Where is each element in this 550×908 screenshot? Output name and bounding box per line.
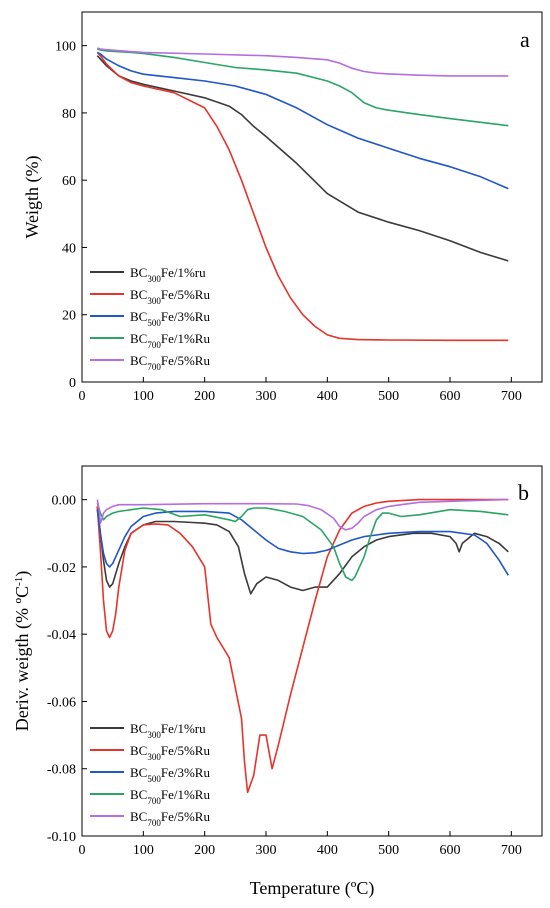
panel-label-b: b: [518, 480, 529, 505]
legend-label: BC300Fe/1%ru: [130, 265, 206, 284]
series-line: [96, 498, 509, 794]
series-line: [97, 48, 509, 127]
x-tick-label: 200: [194, 389, 215, 404]
y-tick-label: -0.02: [47, 561, 76, 576]
panel-label-a: a: [520, 27, 530, 52]
series-line: [96, 55, 509, 262]
legend-label: BC700Fe/5%Ru: [130, 809, 210, 828]
x-tick-label: 100: [133, 389, 154, 404]
y-tick-label: -0.10: [47, 830, 76, 845]
legend-label: BC300Fe/5%Ru: [130, 743, 210, 762]
series-lines-a: [96, 47, 509, 342]
panel-b: 0 100 200 300 400 500 600 700 0.00 -0.02 -0.04 -0.0…: [12, 465, 543, 899]
y-tick-label: 80: [62, 107, 76, 122]
x-tick-label: 600: [440, 843, 461, 858]
series-lines-b: [96, 498, 509, 794]
x-tick-label: 600: [440, 389, 461, 404]
legend-label: BC300Fe/1%ru: [130, 721, 206, 740]
x-tick-label: 400: [317, 389, 338, 404]
x-tick-label: 100: [133, 843, 154, 858]
series-line: [96, 51, 509, 190]
series-line: [96, 502, 509, 582]
series-line: [97, 47, 509, 77]
plot-frame-b: [81, 465, 543, 837]
x-tick-label: 500: [378, 843, 399, 858]
panel-a: 0 100 200 300 400 500 600 700 0 20 40 60 80 100 BC300…: [22, 11, 543, 404]
y-tick-label: -0.08: [47, 763, 76, 778]
legend-label: BC700Fe/5%Ru: [130, 353, 210, 372]
legend-label: BC700Fe/1%Ru: [130, 787, 210, 806]
x-tick-label: 200: [194, 843, 215, 858]
series-line: [96, 506, 509, 595]
y-tick-label: 0.00: [52, 494, 77, 509]
x-tick-label: 500: [378, 389, 399, 404]
x-axis-title-b: Temperature (ºC): [250, 878, 375, 899]
legend-label: BC300Fe/5%Ru: [130, 287, 210, 306]
x-tick-label: 400: [317, 843, 338, 858]
x-tick-label: 0: [79, 389, 86, 404]
y-tick-label: 100: [55, 40, 76, 55]
axis-ticks-a: 0 100 200 300 400 500 600 700 0 20 40 60 80 100: [55, 40, 522, 404]
x-tick-label: 700: [501, 843, 522, 858]
series-line: [96, 509, 509, 576]
y-tick-label: -0.06: [47, 695, 76, 710]
y-tick-label: 0: [69, 376, 76, 391]
y-axis-title-a: Weigth (%): [22, 155, 43, 238]
y-tick-label: 60: [62, 174, 76, 189]
legend-b: BC300Fe/1%ru BC300Fe/5%Ru BC500Fe/3%Ru BC70…: [90, 721, 210, 828]
x-tick-label: 300: [256, 843, 277, 858]
series-line: [96, 51, 509, 342]
x-tick-label: 300: [256, 389, 277, 404]
y-axis-title-b: Deriv. weigth (% ºC-1): [12, 571, 33, 732]
legend-a: BC300Fe/1%ru BC300Fe/5%Ru BC500Fe/3%Ru BC70…: [90, 265, 210, 372]
y-tick-label: 40: [62, 241, 76, 256]
legend-label: BC500Fe/3%Ru: [130, 309, 210, 328]
legend-label: BC700Fe/1%Ru: [130, 331, 210, 350]
x-tick-label: 0: [79, 843, 86, 858]
y-tick-label: 20: [62, 309, 76, 324]
plot-frame-a: [81, 11, 543, 383]
series-line: [96, 498, 509, 531]
x-tick-label: 700: [501, 389, 522, 404]
y-tick-label: -0.04: [47, 628, 76, 643]
axis-ticks-b: 0 100 200 300 400 500 600 700 0.00 -0.02 -0.04 -0.0…: [47, 494, 522, 858]
legend-label: BC500Fe/3%Ru: [130, 765, 210, 784]
